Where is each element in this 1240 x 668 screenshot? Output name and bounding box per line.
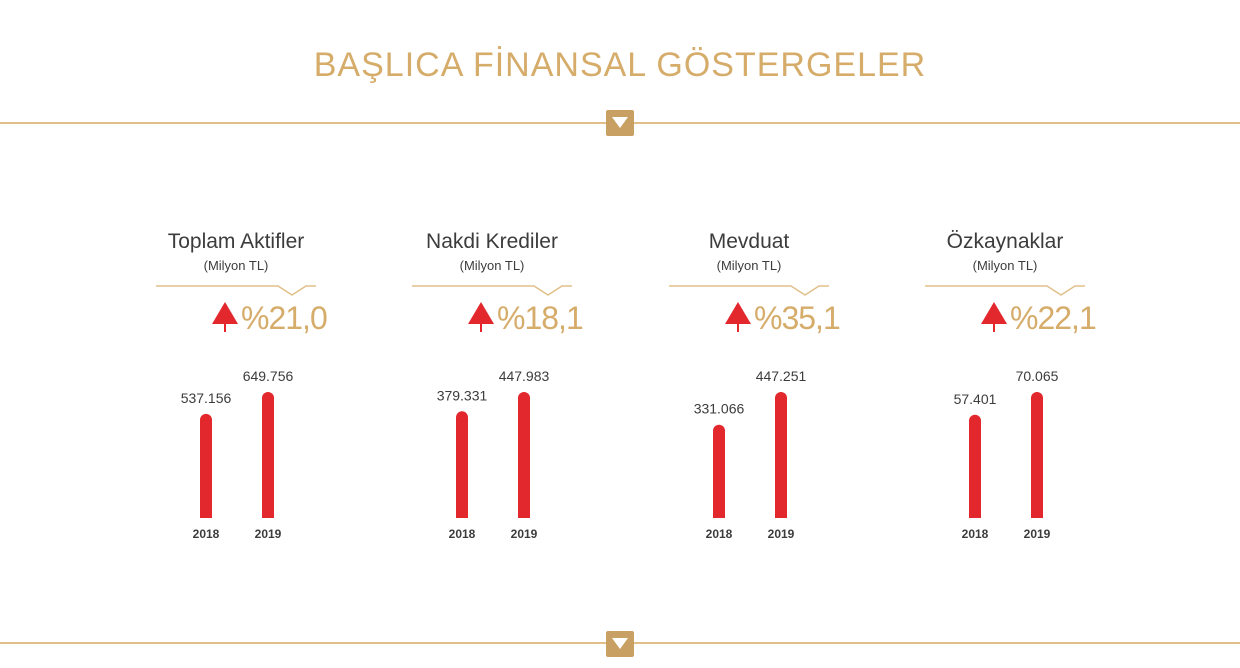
chart-divider [412,285,572,296]
bar-2019 [775,392,787,518]
up-arrow-icon [725,302,751,332]
chart-unit: (Milyon TL) [972,258,1038,273]
bar-base [456,512,468,518]
chart-unit: (Milyon TL) [459,258,525,273]
chart-title: Mevduat [708,230,790,253]
chart-title: Özkaynaklar [946,230,1064,253]
chart-1-panel: Toplam Aktifler (Milyon TL) %21,0 537.156 20… [156,230,356,550]
data-label: 331.066 [694,401,745,417]
bar-chart: 57.401 2018 70.065 2019 [954,368,1059,541]
chart-unit: (Milyon TL) [203,258,269,273]
data-label: 447.251 [756,368,807,384]
change-percent: %18,1 [497,300,584,336]
chevron-down-icon [612,117,628,128]
bar-2018 [969,414,981,518]
up-arrow-icon [212,302,238,332]
section-marker-top [606,110,634,136]
x-tick-label: 2018 [962,527,989,541]
bar-base [262,512,274,518]
up-arrow-icon [468,302,494,332]
bar-chart: 331.066 2018 447.251 2019 [694,368,807,541]
chart-3-panel: Mevduat (Milyon TL) %35,1 331.066 2018 447.25… [669,230,869,550]
chart-divider [669,285,829,296]
chart-divider [156,285,316,296]
chart-title: Nakdi Krediler [426,230,558,253]
change-percent: %35,1 [754,300,841,336]
chart-2-panel: Nakdi Krediler (Milyon TL) %18,1 379.331 201… [412,230,612,550]
chart-4-panel: Özkaynaklar (Milyon TL) %22,1 57.401 2018 70.… [925,230,1125,550]
data-label: 447.983 [499,368,550,384]
bar-2018 [456,411,468,518]
bar-base [1031,512,1043,518]
bar-base [200,512,212,518]
chart-title: Toplam Aktifler [167,230,305,253]
change-percent: %22,1 [1010,300,1097,336]
x-tick-label: 2018 [449,527,476,541]
bar-2018 [713,424,725,518]
x-tick-label: 2018 [193,527,220,541]
chart-unit: (Milyon TL) [716,258,782,273]
change-percent: %21,0 [241,300,328,336]
bar-base [969,512,981,518]
bar-2019 [262,392,274,518]
data-label: 649.756 [243,368,294,384]
data-label: 57.401 [954,391,997,407]
bar-chart: 379.331 2018 447.983 2019 [437,368,550,541]
bar-chart: 537.156 2018 649.756 2019 [181,368,294,541]
bar-2019 [518,392,530,518]
data-label: 379.331 [437,387,488,403]
x-tick-label: 2019 [511,527,538,541]
x-tick-label: 2019 [255,527,282,541]
bar-base [713,512,725,518]
data-label: 537.156 [181,390,232,406]
bar-base [518,512,530,518]
chevron-down-icon [612,638,628,649]
bar-2018 [200,413,212,518]
bar-2019 [1031,392,1043,518]
x-tick-label: 2019 [1024,527,1051,541]
chart-divider [925,285,1085,296]
up-arrow-icon [981,302,1007,332]
section-marker-bottom [606,631,634,657]
x-tick-label: 2019 [768,527,795,541]
data-label: 70.065 [1016,368,1059,384]
x-tick-label: 2018 [706,527,733,541]
bar-base [775,512,787,518]
page-title: BAŞLICA FİNANSAL GÖSTERGELER [313,46,927,84]
